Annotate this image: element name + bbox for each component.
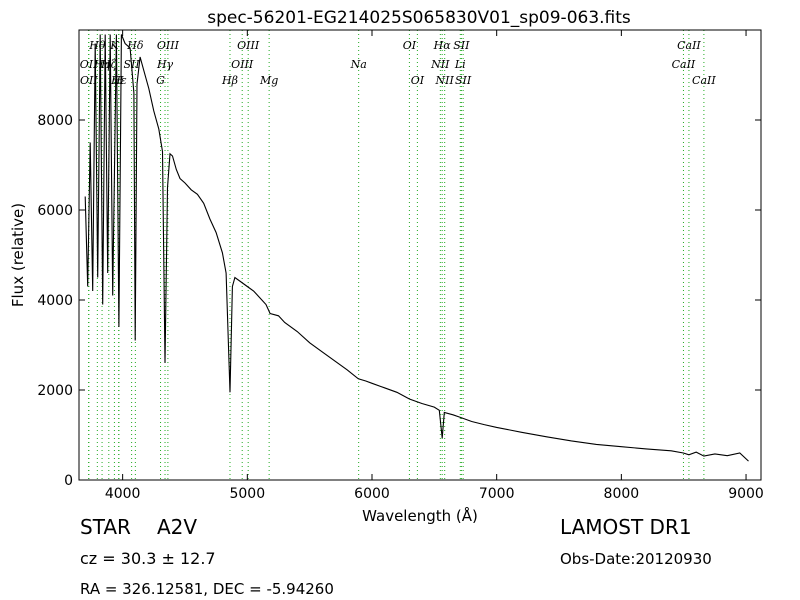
y-tick-label: 2000 [37,383,73,399]
line-label: Hδ [126,39,144,52]
line-label: NII [430,58,450,71]
line-label: Li [454,58,466,71]
line-label: SII [455,74,472,87]
line-label: Hζ [100,58,118,71]
y-tick-label: 8000 [37,113,73,129]
line-label: OI [411,74,425,87]
line-label: Hα [433,39,452,52]
line-label: OIII [157,39,180,52]
line-label: CaII [672,58,696,71]
line-label: OIII [231,58,254,71]
line-label: Hγ [156,58,174,71]
line-label: H [113,74,124,87]
observation-date: Obs-Date:20120930 [560,550,712,568]
coordinates: RA = 326.12581, DEC = -5.94260 [80,580,334,598]
object-subclass: A2V [157,515,198,539]
line-label: K [109,39,119,52]
line-label: OI [403,39,417,52]
line-label: NII [435,74,455,87]
x-axis-label: Wavelength (Å) [362,506,478,525]
x-axis-ticks: 4000 5000 6000 7000 8000 9000 [105,30,764,502]
emission-line-markers [88,30,705,480]
line-label: OII [80,74,98,87]
line-label: OII [80,58,98,71]
line-label: Hθ [88,39,106,52]
x-tick-label: 5000 [229,486,265,502]
line-label: CaII [677,39,701,52]
y-axis-ticks: 0 2000 4000 6000 8000 [37,113,761,489]
object-class: STAR [80,515,131,539]
line-label: SII [453,39,470,52]
spectrum-line [84,34,749,462]
redshift-cz: cz = 30.3 ± 12.7 [80,549,216,568]
line-label: OIII [237,39,260,52]
x-tick-label: 4000 [105,486,141,502]
x-tick-label: 6000 [354,486,390,502]
y-tick-label: 6000 [37,203,73,219]
line-label: CaII [692,74,716,87]
line-label: Hβ [221,74,238,87]
y-axis-label: Flux (relative) [9,203,27,307]
plot-frame [78,29,762,481]
line-label: Na [350,58,367,71]
line-label: Hε [110,74,127,87]
x-tick-label: 9000 [728,486,764,502]
chart-title: spec-56201-EG214025S065830V01_sp09-063.f… [207,8,631,28]
survey-name: LAMOST DR1 [560,515,692,539]
line-label: Hη [93,58,111,71]
x-tick-label: 8000 [604,486,640,502]
x-tick-label: 7000 [479,486,515,502]
line-label: G [156,74,165,87]
y-tick-label: 0 [64,473,73,489]
y-tick-label: 4000 [37,293,73,309]
line-label: Mg [259,74,278,87]
